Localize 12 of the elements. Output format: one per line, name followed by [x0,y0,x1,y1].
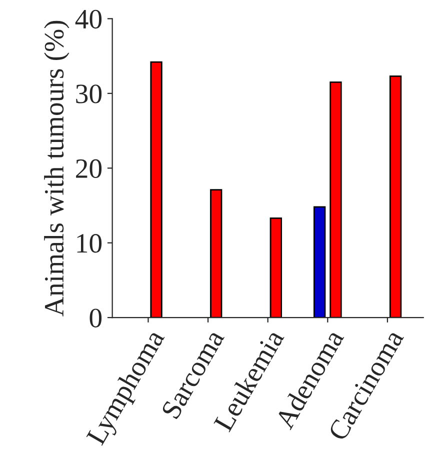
bar [270,217,282,318]
y-tick-label: 10 [77,234,102,253]
y-tick-label: 30 [76,84,102,104]
bar [314,206,326,318]
bar [210,189,222,318]
y-axis-title: Animals with tumours (%) [44,20,70,316]
y-tick-label: 0 [90,308,102,328]
bar [389,76,402,318]
bar [330,81,342,318]
y-tick-label: 20 [76,159,102,178]
y-tick-label: 40 [75,10,102,29]
bar [150,61,162,318]
